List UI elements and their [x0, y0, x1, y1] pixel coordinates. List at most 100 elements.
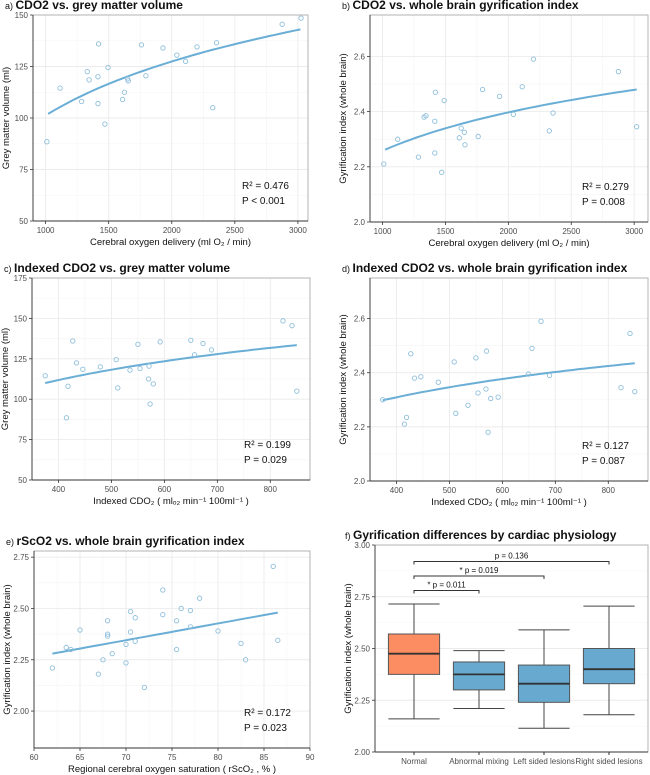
panel-label: e) — [6, 537, 17, 547]
box-1 — [452, 650, 506, 710]
p-value-label: P = 0.023 — [244, 723, 287, 734]
x-tick-label: 2000 — [499, 227, 517, 236]
panel-f: 2.00 2.25 2.50 2.75 3.00f) Gyrification diff… — [343, 528, 649, 766]
comparison-p-label: * p = 0.011 — [427, 581, 466, 590]
data-point — [70, 338, 76, 344]
data-point — [435, 379, 441, 385]
x-tick-label: 1000 — [37, 226, 55, 235]
data-point — [546, 372, 553, 379]
y-tick-label: 2.75 — [354, 593, 370, 602]
data-point — [95, 671, 102, 677]
data-point — [84, 69, 90, 75]
panel-title-text: rScO2 vs. whole brain gyrification index — [17, 534, 245, 548]
data-point — [408, 351, 414, 357]
data-point — [73, 360, 80, 366]
data-point — [109, 650, 115, 657]
data-point — [529, 345, 535, 352]
y-tick-label: 2.00 — [13, 707, 29, 716]
data-point — [160, 587, 166, 593]
box-iqr — [452, 661, 506, 691]
box-3 — [582, 605, 636, 716]
data-point — [80, 366, 86, 372]
data-point — [173, 618, 180, 624]
data-point — [104, 633, 111, 639]
data-point — [453, 410, 459, 416]
data-point — [415, 154, 422, 160]
data-point — [200, 340, 206, 347]
data-point — [213, 40, 220, 46]
panel-title: c) Indexed CDO2 vs. grey matter volume — [4, 261, 230, 275]
x-tick-label: 1500 — [437, 227, 455, 236]
data-point — [411, 375, 418, 381]
panel-b: 2.0 2.2 2.4 2.6 1000 1500 2000 2500 3000 b) CDO2 … — [338, 0, 649, 249]
x-tick-label: 500 — [105, 485, 119, 494]
x-tick-label: 2500 — [562, 227, 580, 236]
data-point — [57, 85, 63, 91]
data-point — [121, 89, 128, 95]
data-point — [519, 84, 525, 90]
comparison-p-label: * p = 0.019 — [460, 566, 499, 575]
panel-title-text: CDO2 vs. grey matter volume — [16, 0, 184, 12]
fit-line — [47, 28, 301, 115]
y-tick-label: 2.2 — [354, 163, 366, 172]
data-point — [395, 136, 401, 142]
data-point — [137, 365, 143, 372]
x-tick-label: 1500 — [100, 226, 118, 235]
data-point — [63, 644, 69, 651]
data-point — [123, 641, 129, 648]
r-squared-label: R² = 0.476 — [242, 181, 289, 192]
data-point — [550, 110, 556, 116]
x-tick-label: 2500 — [226, 226, 244, 235]
data-point — [403, 414, 410, 421]
data-point — [68, 646, 74, 653]
data-point — [187, 624, 194, 630]
comparison-bracket — [413, 575, 545, 580]
data-point — [485, 429, 491, 435]
y-tick-label: 50 — [18, 476, 27, 485]
data-point — [298, 15, 304, 21]
data-point — [42, 373, 48, 379]
x-tick-label: 800 — [264, 485, 278, 494]
x-tick-label: 85 — [260, 753, 269, 762]
x-tick-label: 800 — [602, 486, 616, 495]
data-point — [145, 376, 152, 382]
data-point — [496, 93, 503, 100]
data-point — [210, 105, 216, 111]
y-tick-label: 2.6 — [354, 52, 366, 61]
p-value-label: P < 0.001 — [242, 196, 285, 207]
panel-title-text: Indexed CDO2 vs. grey matter volume — [14, 261, 230, 275]
data-point — [49, 665, 56, 671]
data-point — [462, 142, 468, 148]
p-value-label: P = 0.087 — [582, 456, 625, 467]
data-point — [456, 135, 462, 141]
panel-label: a) — [5, 1, 16, 11]
y-axis-label: Gyrification index (whole brain) — [343, 583, 354, 713]
x-tick-label: 60 — [30, 753, 39, 762]
data-point — [279, 21, 285, 27]
data-point — [270, 563, 276, 570]
x-tick-label: 65 — [76, 753, 85, 762]
y-axis-label: Grey matter volume (ml) — [0, 328, 11, 430]
data-point — [125, 78, 131, 84]
data-point — [182, 58, 189, 64]
y-tick-label: 2.25 — [354, 696, 370, 705]
data-point — [141, 684, 148, 691]
category-label: Normal — [401, 757, 427, 766]
data-point — [418, 374, 424, 380]
y-axis-label: Gyrification index (whole brain) — [338, 314, 349, 444]
data-point — [294, 388, 300, 394]
x-axis-label: Indexed CDO₂ ( mlₒ₂ min⁻¹ 100ml⁻¹ ) — [431, 497, 587, 508]
data-point — [77, 627, 83, 633]
data-point — [95, 100, 101, 107]
y-tick-label: 75 — [18, 436, 27, 445]
category-label: Left sided lesions — [513, 757, 575, 766]
panel-title-text: CDO2 vs. whole brain gyrification index — [353, 0, 579, 12]
x-axis-label: Indexed CDO₂ ( mlₒ₂ min⁻¹ 100ml⁻¹ ) — [93, 496, 249, 507]
y-tick-label: 2.0 — [354, 477, 366, 486]
data-point — [113, 356, 119, 363]
data-point — [173, 646, 180, 653]
x-tick-label: 400 — [390, 486, 404, 495]
data-point — [423, 113, 429, 119]
y-tick-label: 2.4 — [354, 108, 366, 117]
data-point — [143, 73, 149, 79]
